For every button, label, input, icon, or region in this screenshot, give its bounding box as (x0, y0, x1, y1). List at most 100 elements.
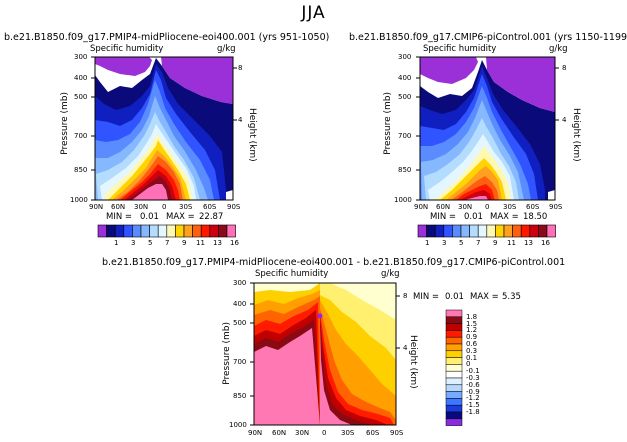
diff-colorbar-label: -0.9 (466, 387, 480, 396)
colorbar-swatch (445, 391, 463, 399)
right-ytick: 300 (398, 53, 412, 61)
colorbar-swatch (445, 411, 463, 420)
diff-y2label: Height (km) (408, 335, 418, 389)
colorbar-swatch (445, 350, 463, 358)
diff-xtick: 60N (272, 429, 287, 437)
diff-htick: 8 (403, 292, 408, 300)
right-ytick: 700 (398, 132, 412, 140)
right-variable-label: Specific humidity (423, 44, 497, 54)
right-panel-title: b.e21.B1850.f09_g17.CMIP6-piControl.001 … (349, 32, 627, 43)
colorbar-swatch (445, 336, 463, 345)
right-xtick: 60S (526, 203, 540, 211)
left-plot-area (94, 56, 234, 201)
diff-xtick: 30S (341, 429, 355, 437)
right-max-label: MAX = (490, 212, 519, 222)
left-min-label: MIN = (106, 212, 133, 222)
diff-ytick: 500 (233, 319, 247, 327)
colorbar-swatch (445, 404, 463, 413)
left-y2label: Height (km) (247, 108, 257, 162)
diff-plot-area (253, 282, 397, 426)
left-ytick: 850 (74, 166, 88, 174)
right-colorbar-label: 11 (507, 239, 516, 247)
left-colorbar-label: 3 (131, 239, 136, 247)
diff-variable-label: Specific humidity (255, 269, 329, 279)
diff-xtick: 60S (366, 429, 380, 437)
left-ytick: 700 (74, 132, 88, 140)
diff-max-label: MAX = (470, 292, 499, 302)
right-colorbar-label: 7 (476, 239, 481, 247)
colorbar-swatch (445, 357, 463, 365)
diff-min-label: MIN = (413, 292, 440, 302)
right-ytick: 850 (398, 166, 412, 174)
left-ytick: 300 (74, 53, 88, 61)
left-max-value: 22.87 (199, 212, 224, 222)
right-xtick: 30S (503, 203, 517, 211)
diff-min-value: 0.01 (445, 292, 464, 302)
left-colorbar-label: 7 (165, 239, 170, 247)
colorbar-swatch (546, 224, 556, 238)
left-colorbar-label: 5 (148, 239, 153, 247)
right-colorbar-label: 3 (442, 239, 447, 247)
diff-colorbar-label: -1.8 (466, 408, 480, 416)
right-xtick: 90S (549, 203, 563, 211)
diff-colorbar-label: -1.2 (466, 394, 480, 403)
left-colorbar-label: 1 (114, 239, 119, 247)
left-xtick: 90S (227, 203, 241, 211)
diff-ytick: 1000 (229, 421, 247, 429)
left-max-label: MAX = (166, 212, 195, 222)
left-htick: 8 (238, 64, 243, 72)
diff-ytick: 300 (233, 279, 247, 287)
left-htick: 4 (238, 116, 243, 124)
colorbar-swatch (445, 343, 463, 352)
left-xtick: 90N (89, 203, 104, 211)
colorbar-swatch (445, 323, 463, 331)
right-min-label: MIN = (430, 212, 457, 222)
right-units-label: g/kg (549, 44, 568, 54)
left-ytick: 500 (74, 93, 88, 101)
right-ytick: 400 (398, 74, 412, 82)
right-htick: 8 (562, 64, 567, 72)
right-ytick: 1000 (394, 196, 412, 204)
colorbar-swatch (445, 309, 463, 318)
diff-colorbar-label: -0.1 (466, 367, 480, 376)
left-xtick: 30S (179, 203, 193, 211)
left-colorbar-label: 11 (196, 239, 205, 247)
right-xtick: 90N (414, 203, 429, 211)
diff-colorbar-label: 1.8 (466, 312, 478, 321)
colorbar-swatch (445, 316, 463, 324)
right-min-value: 0.01 (464, 212, 483, 222)
right-plot-area (419, 56, 556, 201)
diff-colorbar-label: 0.3 (466, 346, 478, 355)
right-xtick: 30N (458, 203, 473, 211)
diff-colorbar-label: -0.6 (466, 380, 480, 389)
left-colorbar-label: 13 (213, 239, 222, 247)
diff-xtick: 90S (390, 429, 404, 437)
diff-colorbar-label: -1.5 (466, 401, 480, 410)
colorbar-swatch (445, 384, 463, 392)
left-xtick: 60S (203, 203, 217, 211)
left-colorbar-label: 9 (182, 239, 187, 247)
diff-panel-title: b.e21.B1850.f09_g17.PMIP4-midPliocene-eo… (102, 257, 566, 268)
right-colorbar-label: 13 (524, 239, 533, 247)
left-min-value: 0.01 (140, 212, 159, 222)
left-xtick: 0 (162, 203, 167, 211)
right-colorbar-label: 5 (459, 239, 464, 247)
right-colorbar-label: 16 (541, 239, 550, 247)
colorbar-swatch (445, 418, 463, 426)
colorbar-swatch (445, 398, 463, 406)
figure-title: JJA (301, 3, 326, 23)
left-ytick: 400 (74, 74, 88, 82)
colorbar-swatch (445, 377, 463, 386)
diff-xtick: 30N (295, 429, 310, 437)
colorbar-swatch (445, 330, 463, 338)
diff-max-value: 5.35 (502, 292, 521, 302)
diff-colorbar-label: 1.2 (466, 326, 478, 335)
right-xtick: 0 (485, 203, 490, 211)
diff-colorbar-label: 0.6 (466, 340, 478, 348)
right-ytick: 500 (398, 93, 412, 101)
